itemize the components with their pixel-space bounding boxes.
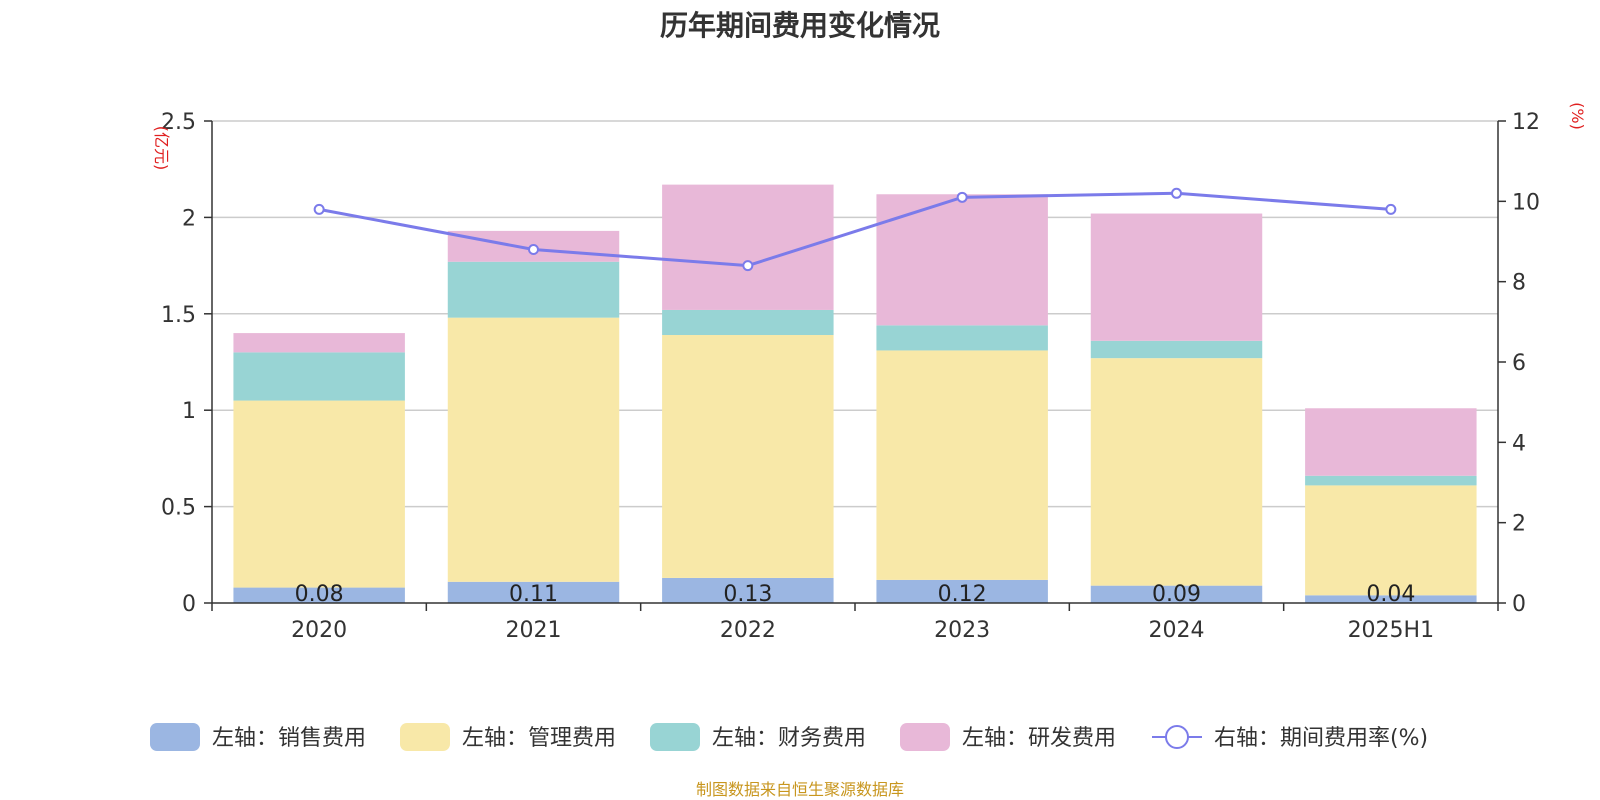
legend-swatch-rate-point [1165, 725, 1189, 749]
right-tick-label: 10 [1512, 190, 1540, 215]
left-tick-label: 0 [182, 592, 196, 617]
bar-labels: 0.08 0.11 0.13 0.12 0.09 0.04 [295, 582, 1416, 607]
bar-value-label: 0.12 [938, 582, 987, 607]
bar-value-label: 0.13 [723, 582, 772, 607]
bar-sales [662, 577, 834, 603]
bar-admin [233, 400, 405, 588]
bar-value-label: 0.04 [1366, 582, 1415, 607]
bar-value-label: 0.09 [1152, 582, 1201, 607]
legend-swatch-admin [400, 723, 450, 751]
bar-sales [447, 581, 620, 603]
legend-label: 左轴：研发费用 [962, 726, 1116, 751]
bar-rd [1305, 408, 1477, 476]
left-tick-label: 2 [182, 206, 196, 231]
legend-swatch-rd [900, 723, 950, 751]
bar-finance [1090, 340, 1263, 359]
right-tick-label: 4 [1512, 431, 1526, 456]
bar-admin [876, 350, 1048, 580]
bar-sales [876, 579, 1048, 603]
x-tick-label: 2024 [1149, 618, 1205, 643]
bar-admin [447, 317, 620, 582]
rate-line [313, 187, 1397, 272]
bar-finance [1305, 475, 1477, 486]
bar-finance [662, 309, 834, 336]
legend-label: 右轴：期间费用率(%) [1214, 726, 1428, 751]
bar-sales [1090, 585, 1263, 603]
right-tick-label: 8 [1512, 271, 1526, 296]
chart-title: 历年期间费用变化情况 [659, 9, 940, 42]
rate-point [1171, 187, 1182, 199]
left-tick-label: 1 [182, 399, 196, 424]
x-tick-label: 2023 [934, 618, 990, 643]
bar-rd [233, 333, 405, 353]
legend: 左轴：销售费用 左轴：管理费用 左轴：财务费用 左轴：研发费用 右轴：期间费用率(%) [150, 723, 1428, 751]
rate-line-path [318, 191, 1391, 268]
legend-swatch-finance [650, 723, 700, 751]
bar-value-label: 0.11 [509, 582, 558, 607]
bar-admin [1090, 358, 1263, 586]
left-tick-label: 2.5 [161, 110, 196, 135]
right-tick-label: 6 [1512, 351, 1526, 376]
bars [233, 184, 1477, 603]
data-source-note: 制图数据来自恒生聚源数据库 [695, 780, 904, 799]
rate-point [1385, 203, 1397, 215]
bar-finance [876, 325, 1048, 351]
legend-label: 左轴：销售费用 [212, 726, 366, 751]
bar-finance [233, 352, 405, 401]
rate-point [313, 203, 325, 215]
bar-rd [876, 194, 1048, 326]
legend-label: 左轴：财务费用 [712, 726, 866, 751]
right-axis-unit: (%) [1568, 102, 1587, 130]
x-tick-label: 2022 [720, 618, 776, 643]
x-tick-label: 2021 [506, 618, 562, 643]
bar-value-label: 0.08 [295, 582, 344, 607]
right-tick-label: 0 [1512, 592, 1526, 617]
bar-rd [1090, 213, 1263, 341]
right-tick-label: 12 [1512, 110, 1540, 135]
grid-lines [212, 120, 1498, 508]
bar-admin [662, 335, 834, 578]
legend-label: 左轴：管理费用 [462, 726, 616, 751]
x-tick-label: 2020 [291, 618, 347, 643]
bar-finance [447, 261, 620, 318]
left-axis-unit: (亿元) [152, 126, 171, 171]
bar-admin [1305, 485, 1477, 596]
right-tick-label: 2 [1512, 512, 1526, 537]
legend-swatch-sales [150, 723, 200, 751]
left-tick-label: 0.5 [161, 496, 196, 521]
rate-point [742, 260, 754, 272]
x-tick-label: 2025H1 [1348, 618, 1435, 643]
rate-point [956, 191, 968, 203]
bar-sales [1305, 595, 1477, 603]
left-tick-label: 1.5 [161, 303, 196, 328]
bar-sales [233, 587, 405, 603]
rate-point [528, 244, 539, 256]
axes: 0 0.5 1 1.5 2 2.5 0 2 4 6 8 10 12 2020 2021 2022 2023 202… [161, 110, 1540, 643]
